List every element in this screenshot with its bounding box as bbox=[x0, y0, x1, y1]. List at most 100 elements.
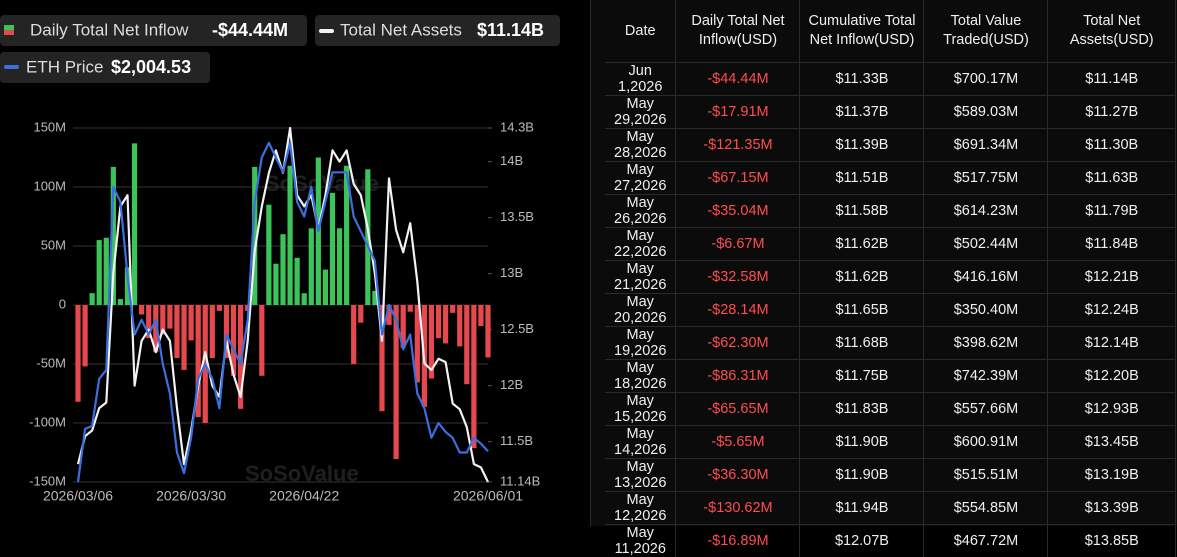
cell: May 21,2026 bbox=[605, 261, 676, 294]
bar bbox=[139, 305, 144, 314]
row: Jun 1,2026-$44.44M$11.33B$700.17M$11.14B bbox=[605, 63, 1176, 96]
cell: $11.62B bbox=[800, 228, 924, 261]
column-header: Total Net Assets(USD) bbox=[1048, 0, 1176, 63]
legend-label: Daily Total Net Inflow bbox=[30, 20, 189, 39]
cell: $13.19B bbox=[1048, 459, 1176, 492]
cell: $12.24B bbox=[1048, 294, 1176, 327]
cell: May 29,2026 bbox=[605, 96, 676, 129]
y-tick-label: -100M bbox=[29, 414, 66, 429]
cell: $700.17M bbox=[924, 63, 1048, 96]
bar bbox=[450, 305, 455, 313]
cell: -$62.30M bbox=[676, 327, 800, 360]
page: Daily Total Net Inflow -$44.44M Total Ne… bbox=[0, 0, 1177, 526]
legend-value: $2,004.53 bbox=[111, 57, 191, 77]
cell: $11.33B bbox=[800, 63, 924, 96]
cell: $557.66M bbox=[924, 393, 1048, 426]
bar bbox=[309, 228, 314, 305]
row: May 19,2026-$62.30M$11.68B$398.62M$12.14… bbox=[605, 327, 1176, 360]
row: May 28,2026-$121.35M$11.39B$691.34M$11.3… bbox=[605, 129, 1176, 162]
bar bbox=[217, 305, 222, 311]
cell: $11.79B bbox=[1048, 195, 1176, 228]
cell: $11.27B bbox=[1048, 96, 1176, 129]
bar bbox=[323, 270, 328, 305]
row: May 27,2026-$67.15M$11.51B$517.75M$11.63… bbox=[605, 162, 1176, 195]
bar bbox=[273, 264, 278, 305]
cell: May 27,2026 bbox=[605, 162, 676, 195]
column-header: Daily Total Net Inflow(USD) bbox=[676, 0, 800, 63]
cell: -$65.65M bbox=[676, 393, 800, 426]
bar bbox=[337, 228, 342, 305]
cell: $589.03M bbox=[924, 96, 1048, 129]
cell: May 28,2026 bbox=[605, 129, 676, 162]
cell: -$32.58M bbox=[676, 261, 800, 294]
y-tick-label: -150M bbox=[29, 473, 66, 488]
bar bbox=[174, 305, 179, 358]
cell: $416.16M bbox=[924, 261, 1048, 294]
bar bbox=[167, 305, 172, 329]
cell: $502.44M bbox=[924, 228, 1048, 261]
bar bbox=[351, 305, 356, 364]
y2-tick-label: 12B bbox=[500, 377, 523, 392]
cell: $742.39M bbox=[924, 360, 1048, 393]
bar bbox=[436, 305, 441, 338]
cell: -$17.91M bbox=[676, 96, 800, 129]
bar bbox=[478, 305, 483, 326]
cell: $398.62M bbox=[924, 327, 1048, 360]
cell: May 11,2026 bbox=[605, 525, 676, 557]
bar bbox=[210, 305, 215, 358]
cell: $11.39B bbox=[800, 129, 924, 162]
bar bbox=[302, 293, 307, 305]
bar bbox=[358, 305, 363, 323]
bar bbox=[97, 240, 102, 305]
cell: $12.14B bbox=[1048, 327, 1176, 360]
row: May 21,2026-$32.58M$11.62B$416.16M$12.21… bbox=[605, 261, 1176, 294]
column-header: Cumulative Total Net Inflow(USD) bbox=[800, 0, 924, 63]
row: May 12,2026-$130.62M$11.94B$554.85M$13.3… bbox=[605, 492, 1176, 525]
y2-tick-label: 11.5B bbox=[500, 433, 533, 448]
cell: -$16.89M bbox=[676, 525, 800, 557]
cell: $12.93B bbox=[1048, 393, 1176, 426]
y-tick-label: 0 bbox=[59, 296, 66, 311]
cell: $11.30B bbox=[1048, 129, 1176, 162]
bar bbox=[485, 305, 490, 357]
row: May 18,2026-$86.31M$11.75B$742.39M$12.20… bbox=[605, 360, 1176, 393]
cell: $11.94B bbox=[800, 492, 924, 525]
cell: $13.45B bbox=[1048, 426, 1176, 459]
y2-tick-label: 12.5B bbox=[500, 321, 534, 336]
cell: $13.85B bbox=[1048, 525, 1176, 557]
x-tick-label: 2026/04/22 bbox=[269, 488, 339, 504]
legend-icon bbox=[4, 65, 19, 69]
cell: May 20,2026 bbox=[605, 294, 676, 327]
column-header: Date bbox=[605, 0, 676, 63]
cell: May 15,2026 bbox=[605, 393, 676, 426]
y2-tick-label: 14.3B bbox=[500, 119, 534, 134]
cell: $11.90B bbox=[800, 459, 924, 492]
bar bbox=[471, 305, 476, 448]
cell: $11.51B bbox=[800, 162, 924, 195]
bar bbox=[295, 258, 300, 305]
legend-icon bbox=[319, 29, 334, 33]
cell: May 14,2026 bbox=[605, 426, 676, 459]
bar bbox=[443, 305, 448, 343]
cell: $600.91M bbox=[924, 426, 1048, 459]
bar bbox=[75, 305, 80, 402]
cell: -$44.44M bbox=[676, 63, 800, 96]
cell: Jun 1,2026 bbox=[605, 63, 676, 96]
column-header: Total Value Traded(USD) bbox=[924, 0, 1048, 63]
row: May 29,2026-$17.91M$11.37B$589.03M$11.27… bbox=[605, 96, 1176, 129]
cell: $11.68B bbox=[800, 327, 924, 360]
row: May 15,2026-$65.65M$11.83B$557.66M$12.93… bbox=[605, 393, 1176, 426]
cell: $515.51M bbox=[924, 459, 1048, 492]
row: May 11,2026-$16.89M$12.07B$467.72M$13.85… bbox=[605, 525, 1176, 557]
cell: $11.75B bbox=[800, 360, 924, 393]
y-tick-label: -50M bbox=[36, 355, 66, 370]
cell: $11.83B bbox=[800, 393, 924, 426]
y-tick-label: 150M bbox=[33, 119, 66, 134]
cell: -$67.15M bbox=[676, 162, 800, 195]
cell: -$35.04M bbox=[676, 195, 800, 228]
cell: $12.21B bbox=[1048, 261, 1176, 294]
bar bbox=[266, 205, 271, 305]
legend-label: ETH Price bbox=[26, 57, 103, 76]
cell: May 19,2026 bbox=[605, 327, 676, 360]
